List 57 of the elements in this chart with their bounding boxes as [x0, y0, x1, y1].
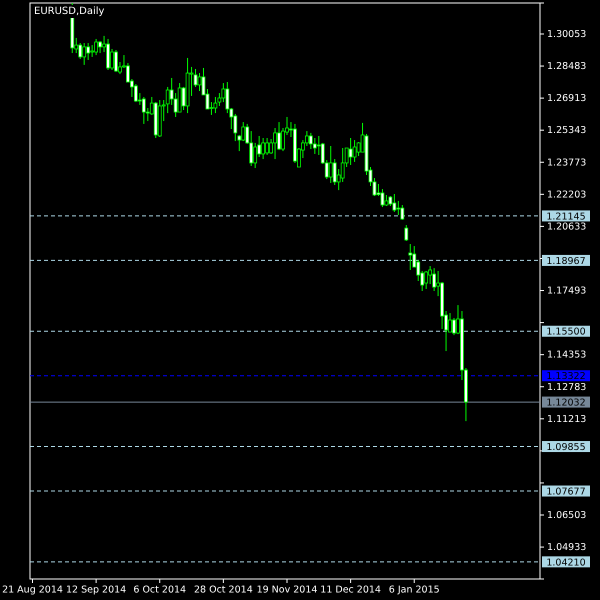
y-tick-label: 1.11213: [547, 414, 586, 425]
y-tick-label: 1.12783: [547, 382, 586, 393]
ref-line-label: 1.07677: [546, 486, 586, 498]
candlestick: [225, 82, 230, 114]
candlestick: [98, 40, 102, 54]
x-tick-label: 12 Sep 2014: [66, 584, 126, 596]
candlestick: [308, 132, 313, 150]
candlestick: [114, 49, 118, 73]
ref-line-label: 1.15500: [546, 326, 586, 338]
candlestick: [90, 44, 94, 58]
y-tick-label: 1.28483: [547, 61, 586, 72]
y-tick-label: 1.22203: [547, 189, 586, 200]
y-tick-label: 1.20633: [547, 221, 586, 232]
candlestick: [424, 270, 428, 290]
ref-line-label: 1.09855: [546, 442, 586, 454]
y-tick-label: 1.26913: [547, 93, 586, 104]
candlestick: [261, 138, 266, 160]
y-tick-label: 1.30053: [547, 29, 586, 40]
candlestick: [400, 204, 404, 220]
x-tick-label: 28 Oct 2014: [194, 584, 253, 596]
x-tick-label: 6 Oct 2014: [133, 584, 186, 596]
candlestick: [214, 96, 218, 114]
ref-line-label: 1.12032: [546, 398, 586, 409]
candlestick: [452, 317, 456, 336]
y-tick-label: 1.06503: [547, 510, 586, 522]
y-tick-label: 1.23773: [547, 157, 586, 168]
y-tick-label: 1.14353: [547, 350, 586, 361]
y-tick-label: 1.25343: [547, 125, 586, 136]
x-tick-label: 19 Nov 2014: [256, 584, 318, 596]
candlestick: [94, 38, 98, 56]
candlestick: [106, 38, 110, 70]
candlestick: [142, 96, 146, 124]
candlestick: [404, 224, 408, 242]
candlestick: [82, 42, 86, 66]
candlestick: [408, 244, 412, 270]
candlestick: [396, 200, 400, 216]
ref-line-label: 1.21145: [546, 211, 586, 222]
x-tick-label: 21 Aug 2014: [2, 584, 63, 596]
candlestick: [86, 42, 90, 60]
candlestick: [348, 138, 353, 166]
candlestick: [328, 145, 333, 184]
candlestick: [340, 148, 345, 182]
candlestick: [249, 130, 254, 166]
ref-line-label: 1.13322: [546, 371, 586, 382]
candlestick: [273, 128, 277, 160]
ref-line-label: 1.04210: [546, 557, 586, 568]
candlestick: [392, 193, 396, 212]
candlestick: [198, 72, 202, 92]
x-tick-label: 11 Dec 2014: [320, 584, 381, 596]
chart-title: EURUSD,Daily: [34, 6, 105, 17]
candlestick: [352, 140, 356, 162]
candlestick: [384, 194, 388, 207]
y-tick-label: 1.04933: [547, 542, 586, 554]
ref-line-label: 1.18967: [546, 256, 586, 267]
x-tick-label: 6 Jan 2015: [388, 584, 440, 596]
candlestick: [265, 138, 269, 156]
y-tick-label: 1.17493: [547, 286, 586, 297]
